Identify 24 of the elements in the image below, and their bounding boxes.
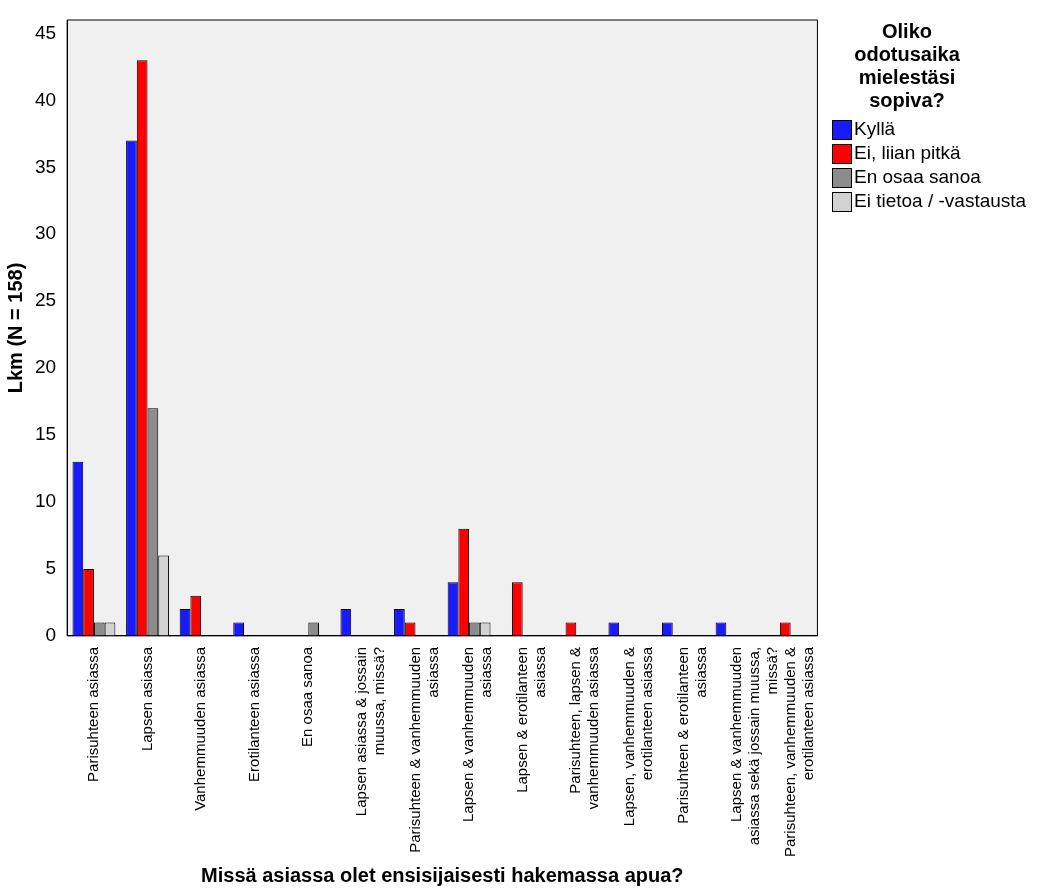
y-tick-label: 15 — [34, 423, 57, 445]
x-tick-label: En osaa sanoa — [298, 646, 316, 747]
y-tick-label: 35 — [34, 155, 57, 177]
legend-label: Ei tietoa / -vastausta — [854, 190, 1028, 212]
x-tick-label: Erotilanteen asiassa — [244, 646, 262, 782]
x-tick-label: Lapsen asiassa — [137, 646, 155, 752]
legend-title: Oliko odotusaika mielestäsi sopiva? — [853, 20, 961, 112]
y-tick-label: 0 — [45, 624, 57, 646]
legend-label: Ei, liian pitkä — [854, 142, 962, 164]
y-tick-label: 25 — [34, 289, 57, 311]
y-tick-label: 5 — [45, 557, 57, 579]
y-tick-label: 45 — [34, 21, 57, 43]
legend-label: Kyllä — [854, 118, 897, 140]
y-tick-label: 10 — [34, 490, 57, 512]
x-tick-label: Vanhemmuuden asiassa — [191, 646, 209, 811]
x-axis-title: Missä asiassa olet ensisijaisesti hakemassa apua? — [201, 863, 684, 886]
legend-label: En osaa sanoa — [854, 166, 982, 188]
y-tick-label: 40 — [34, 88, 57, 110]
y-axis-title: Lkm (N = 158) — [3, 262, 26, 394]
y-tick-label: 20 — [34, 356, 57, 378]
y-tick-label: 30 — [34, 222, 57, 244]
x-tick-label: Lapsen asiassa & jossain muussa, missä? — [352, 646, 388, 817]
x-tick-label: Lapsen & vanhemmuuden asiassa sekä jossain muussa, missä? — [727, 646, 781, 846]
x-tick-label: Parisuhteen asiassa — [84, 646, 102, 782]
